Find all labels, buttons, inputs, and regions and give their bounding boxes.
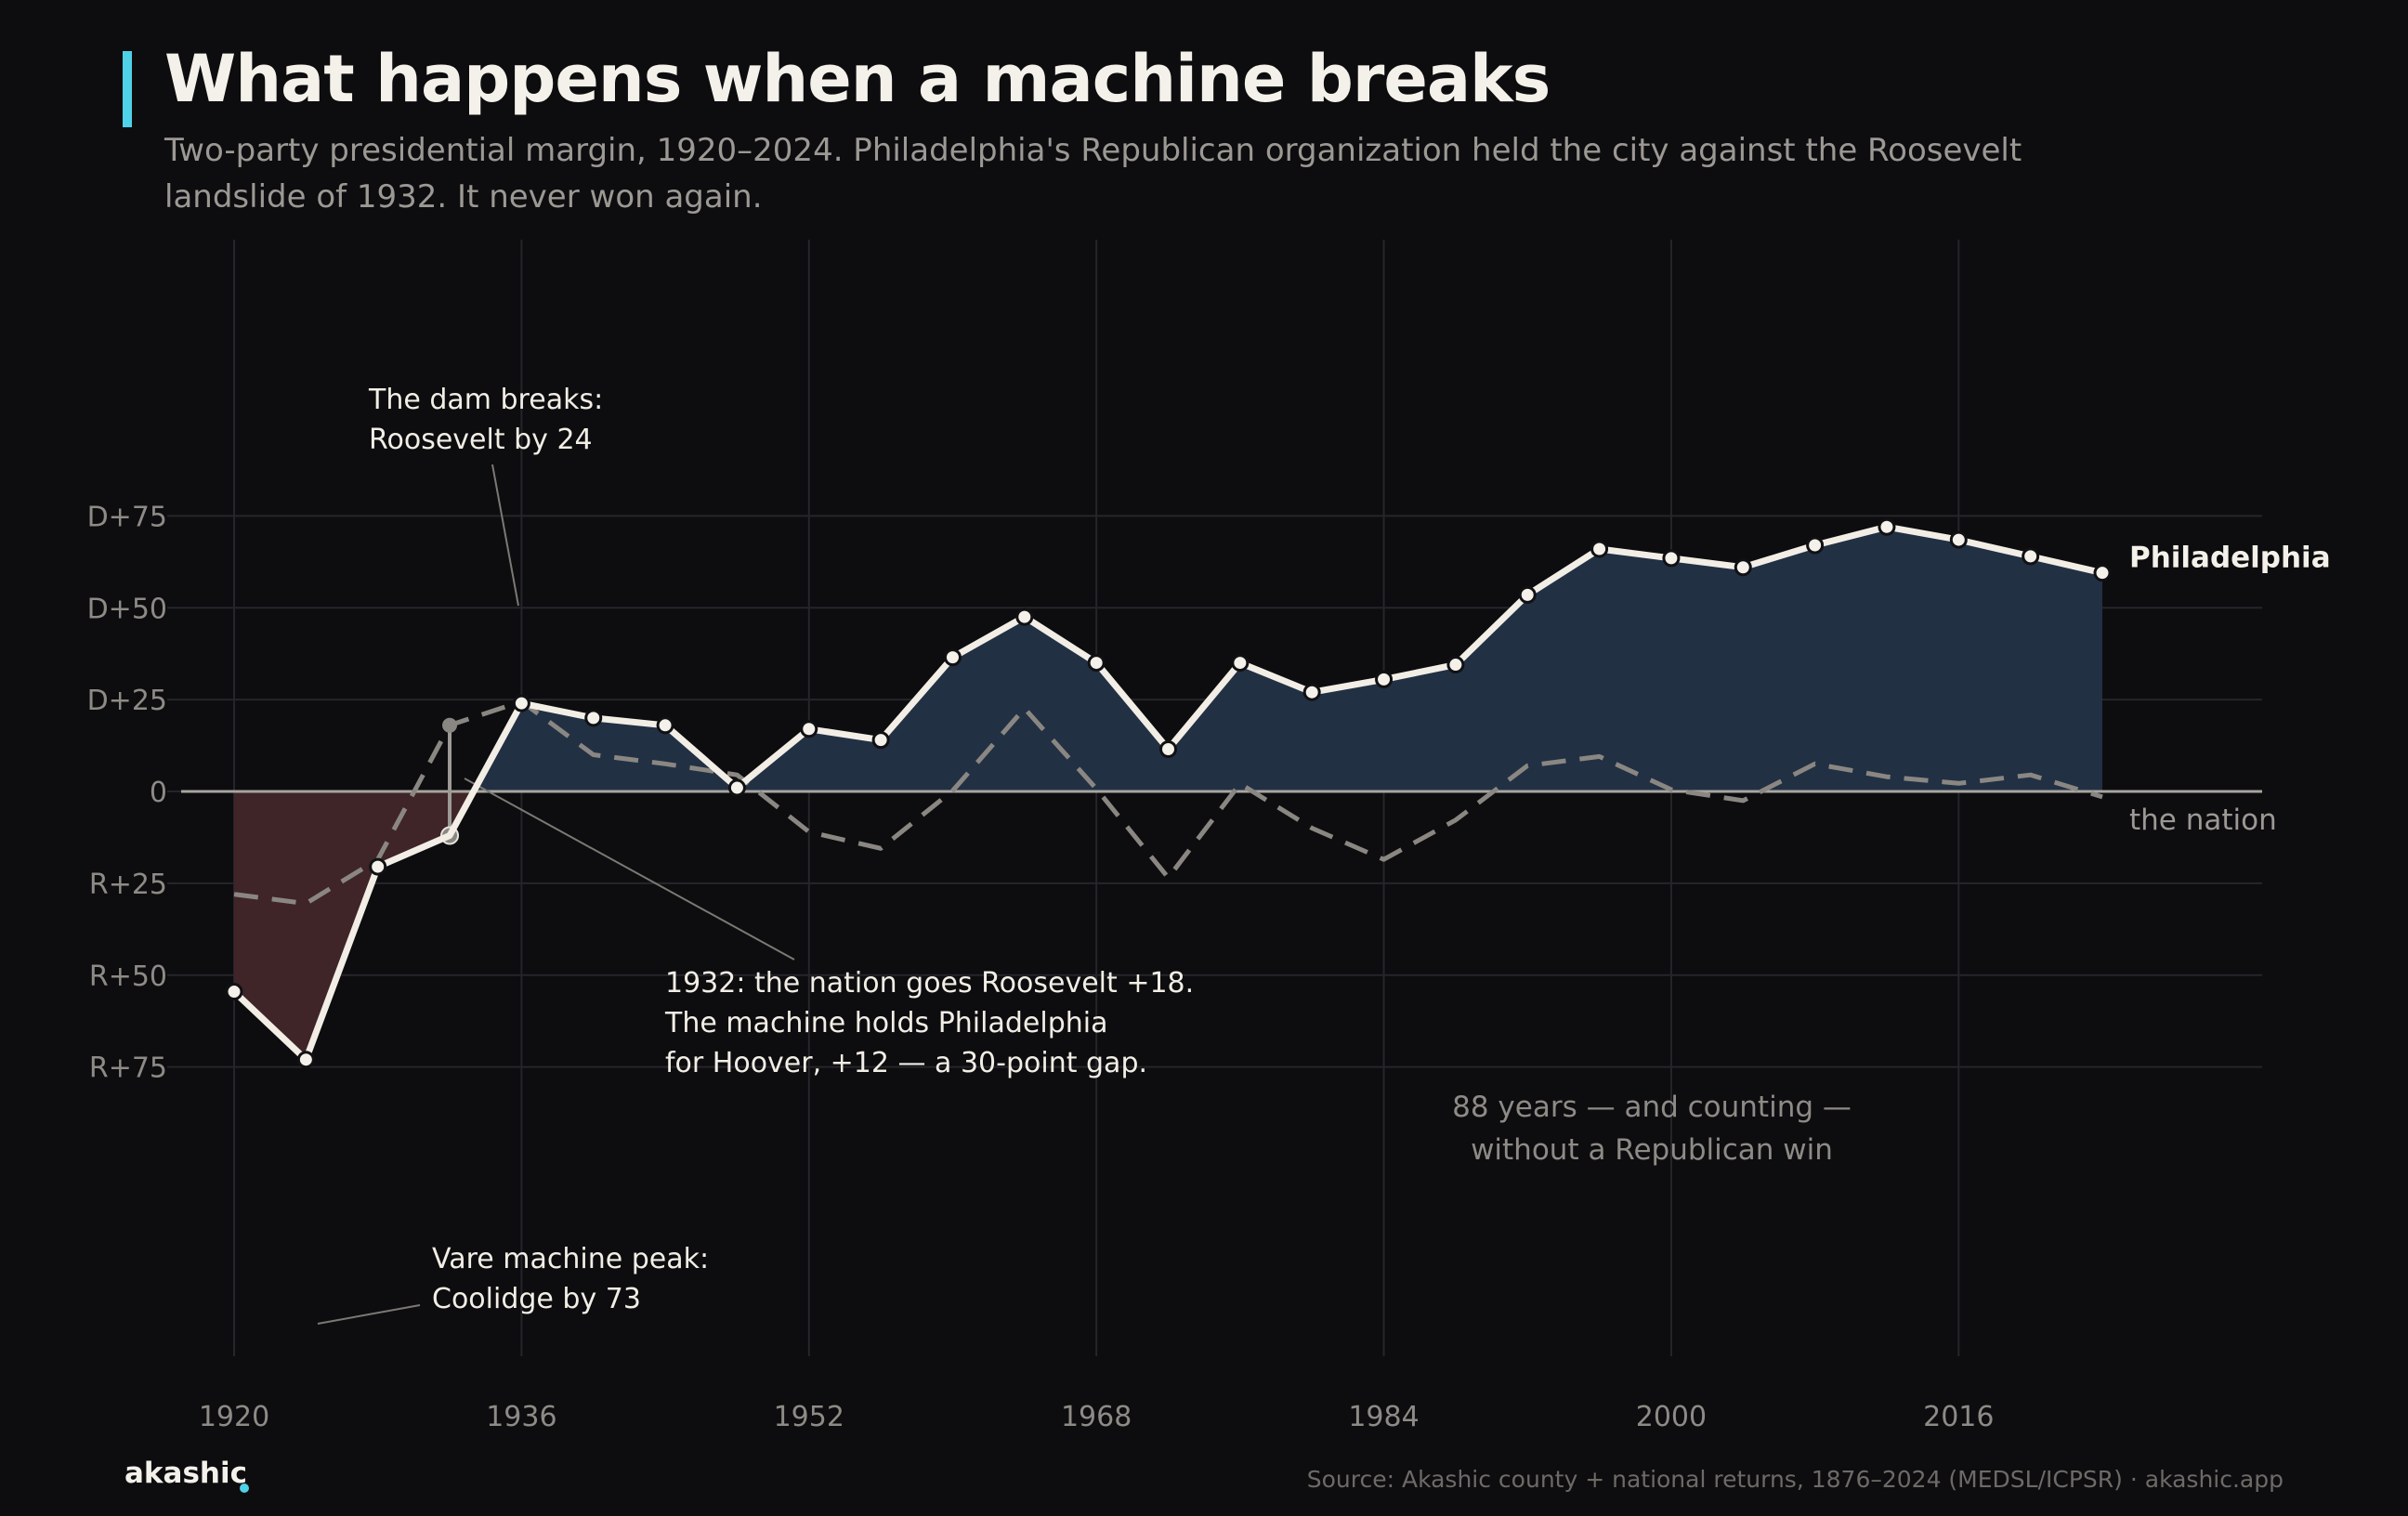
source-note: Source: Akashic county + national return… bbox=[1306, 1466, 2284, 1493]
y-tick-label: R+75 bbox=[89, 1052, 167, 1085]
annotation-line: for Hoover, +12 — a 30-point gap. bbox=[665, 1047, 1147, 1079]
x-tick-label: 1920 bbox=[199, 1401, 269, 1433]
x-tick-label: 1984 bbox=[1348, 1401, 1419, 1433]
annotations: Philadelphia the nation The dam breaks: Roo… bbox=[368, 384, 2331, 1315]
x-tick-label: 2016 bbox=[1923, 1401, 1994, 1433]
annotation-line: Vare machine peak: bbox=[432, 1243, 709, 1275]
annotation-leaders bbox=[317, 464, 795, 1325]
philadelphia-point bbox=[2093, 564, 2112, 582]
philadelphia-point bbox=[1302, 683, 1321, 701]
philadelphia-point bbox=[800, 720, 818, 738]
y-tick-label: D+50 bbox=[87, 593, 167, 625]
axis-labels: D+75 D+50 D+25 0 R+25 R+50 R+75 1920 1936 1952 196… bbox=[87, 501, 1995, 1433]
philadelphia-point bbox=[871, 731, 890, 750]
logo-dot bbox=[240, 1483, 249, 1493]
title-accent-bar bbox=[123, 51, 132, 127]
annotation-peak: Vare machine peak: Coolidge by 73 bbox=[432, 1243, 709, 1315]
philadelphia-point bbox=[1806, 536, 1825, 555]
annotation-line: without a Republican win bbox=[1471, 1133, 1833, 1167]
republican-area-fill bbox=[234, 791, 2102, 1060]
philadelphia-label: Philadelphia bbox=[2129, 542, 2331, 575]
philadelphia-point bbox=[727, 778, 746, 797]
y-tick-label: D+75 bbox=[87, 501, 167, 533]
peak-leader bbox=[317, 1304, 421, 1325]
philadelphia-point bbox=[1087, 654, 1106, 673]
annotation-line: The machine holds Philadelphia bbox=[664, 1007, 1107, 1039]
philadelphia-point bbox=[1446, 656, 1465, 674]
philadelphia-point bbox=[1159, 740, 1177, 759]
philadelphia-point bbox=[656, 716, 674, 735]
chart-subtitle: Two-party presidential margin, 1920–2024… bbox=[164, 132, 2022, 216]
annotation-dam: The dam breaks: Roosevelt by 24 bbox=[368, 384, 603, 456]
x-tick-label: 1968 bbox=[1061, 1401, 1132, 1433]
nation-label: the nation bbox=[2129, 804, 2277, 837]
philadelphia-point bbox=[225, 983, 243, 1001]
gap-leader bbox=[464, 778, 795, 961]
philadelphia-point bbox=[584, 709, 603, 727]
democratic-area-fill bbox=[234, 527, 2102, 791]
y-tick-label: R+50 bbox=[89, 961, 167, 993]
philadelphia-point bbox=[1590, 540, 1609, 558]
x-tick-label: 1936 bbox=[486, 1401, 556, 1433]
dam-leader bbox=[491, 464, 519, 607]
philadelphia-point bbox=[1949, 530, 1968, 549]
philadelphia-point bbox=[1518, 585, 1537, 604]
philadelphia-point bbox=[1734, 558, 1752, 577]
philadelphia-point bbox=[943, 648, 962, 667]
philadelphia-point bbox=[2022, 547, 2040, 566]
annotation-line: Roosevelt by 24 bbox=[369, 424, 593, 456]
annotation-gap: 1932: the nation goes Roosevelt +18. The … bbox=[664, 967, 1194, 1079]
philadelphia-series bbox=[225, 517, 2112, 1069]
akashic-logo: akashic bbox=[124, 1457, 247, 1490]
chart-title: What happens when a machine breaks bbox=[164, 41, 1551, 117]
philadelphia-point bbox=[512, 694, 530, 712]
y-tick-label: D+25 bbox=[87, 685, 167, 717]
annotation-line: 1932: the nation goes Roosevelt +18. bbox=[665, 967, 1194, 1000]
annotation-line: The dam breaks: bbox=[368, 384, 603, 416]
nation-1932-point bbox=[442, 717, 458, 733]
philadelphia-point bbox=[369, 857, 387, 876]
philadelphia-point bbox=[1662, 549, 1681, 568]
philadelphia-point bbox=[1375, 670, 1394, 688]
annotation-line: 88 years — and counting — bbox=[1452, 1091, 1852, 1124]
philadelphia-point bbox=[1878, 517, 1896, 536]
x-tick-label: 2000 bbox=[1636, 1401, 1707, 1433]
annotation-streak: 88 years — and counting — without a Repub… bbox=[1452, 1091, 1852, 1167]
philadelphia-point bbox=[296, 1051, 315, 1069]
x-tick-label: 1952 bbox=[774, 1401, 844, 1433]
y-tick-label: 0 bbox=[150, 777, 167, 809]
philadelphia-point bbox=[1231, 654, 1250, 673]
margin-fill bbox=[234, 527, 2102, 1060]
y-tick-label: R+25 bbox=[89, 869, 167, 901]
philadelphia-point bbox=[1015, 608, 1034, 626]
annotation-line: Coolidge by 73 bbox=[432, 1283, 641, 1315]
